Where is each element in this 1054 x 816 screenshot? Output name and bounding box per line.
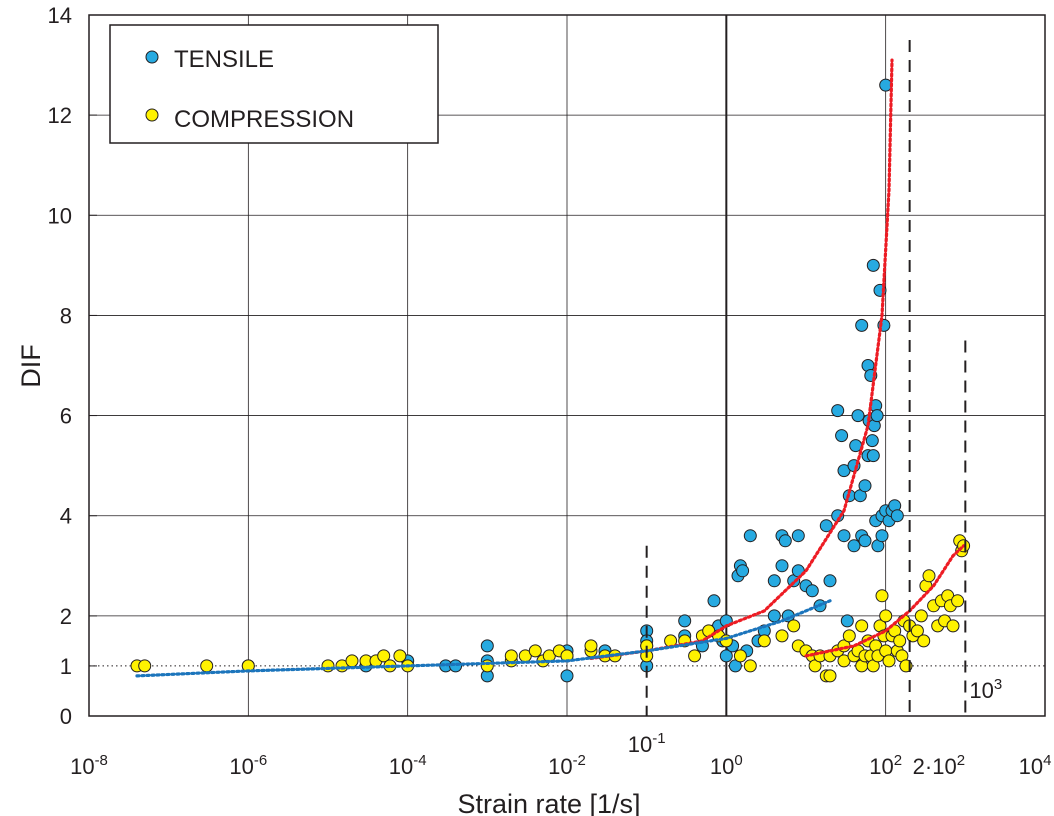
x-tick-label: 10-4 [389,752,427,779]
tensile-point [875,529,889,543]
label-10-3: 103 [969,676,1002,703]
x-tick-label: 10-2 [548,752,586,779]
tensile-point [866,449,880,463]
compression-point [914,609,928,623]
tensile-point [736,564,750,578]
compression-point [504,649,518,663]
compression-point [688,649,702,663]
y-axis-title: DIF [16,344,46,388]
x-axis-title: Strain rate [1/s] [457,789,640,816]
tensile-point [865,434,879,448]
tensile-point [707,594,721,608]
compression-point [842,629,856,643]
compression-point [882,654,896,668]
compression-point [823,669,837,683]
tensile-point [890,509,904,523]
tensile-point [791,529,805,543]
compression-point [584,639,598,653]
fit-line-layer [135,58,966,678]
tensile-point [775,559,789,573]
tensile-point [831,404,845,418]
compression-point [138,659,152,673]
marker-layer [130,78,971,683]
tensile-point [719,649,733,663]
x-tick-label: 10-8 [70,752,108,779]
x-tick-label: 10-6 [229,752,267,779]
legend-compression-label: COMPRESSION [174,106,354,133]
compression-point [946,619,960,633]
compression-point [922,569,936,583]
y-tick-label: 12 [48,103,72,128]
legend-tensile-marker [145,50,159,64]
tensile-point [678,614,692,628]
compression-point [775,629,789,643]
tensile-point [767,609,781,623]
tensile-point [767,574,781,588]
x-tick-label: 104 [1019,752,1052,779]
tensile-point [866,258,880,272]
label-0.1: 10-1 [628,730,666,757]
compression-point [345,654,359,668]
tensile-point [743,529,757,543]
tensile-point [835,429,849,443]
tensile-point [823,574,837,588]
compression-point [377,649,391,663]
tensile-point [805,584,819,598]
compression-point [879,609,893,623]
compression-point [787,619,801,633]
compression-point [855,619,869,633]
tensile-point [847,539,861,553]
compression-point [917,634,931,648]
tensile-point [858,534,872,548]
y-tick-label: 14 [48,3,72,28]
tensile-point [855,318,869,332]
y-tick-label: 4 [60,504,72,529]
compression-point [951,594,965,608]
compression-point [893,634,907,648]
tensile-point [480,639,494,653]
tensile-point [560,669,574,683]
compression-point [200,659,214,673]
label-2x10-2: 2·102 [913,752,965,779]
x-tick-label: 100 [710,752,743,779]
tensile-point [849,439,863,453]
compression-point [743,659,757,673]
legend-tensile-label: TENSILE [174,46,274,73]
y-tick-label: 10 [48,203,72,228]
legend: TENSILE COMPRESSION [109,24,439,144]
tensile-point [778,534,792,548]
plot-frame [88,14,1046,717]
compression-point [910,624,924,638]
tensile-point [819,519,833,533]
fit-blue-line [135,599,832,678]
annotation-layer: 10-1 2·102 103 [628,40,1002,779]
y-tick-label: 1 [60,654,72,679]
tensile-point [837,529,851,543]
legend-compression-marker [145,108,159,122]
compression-point [875,589,889,603]
tensile-point [858,479,872,493]
y-tick-label: 6 [60,404,72,429]
tensile-point [840,614,854,628]
y-tick-label: 2 [60,604,72,629]
y-tick-label: 0 [60,704,72,729]
y-tick-label: 8 [60,303,72,328]
x-tick-label: 102 [869,752,902,779]
compression-point [528,644,542,658]
compression-point [393,649,407,663]
legend-box [109,24,439,144]
compression-point [733,649,747,663]
compression-point [757,634,771,648]
tensile-point [870,409,884,423]
tensile-point [851,409,865,423]
